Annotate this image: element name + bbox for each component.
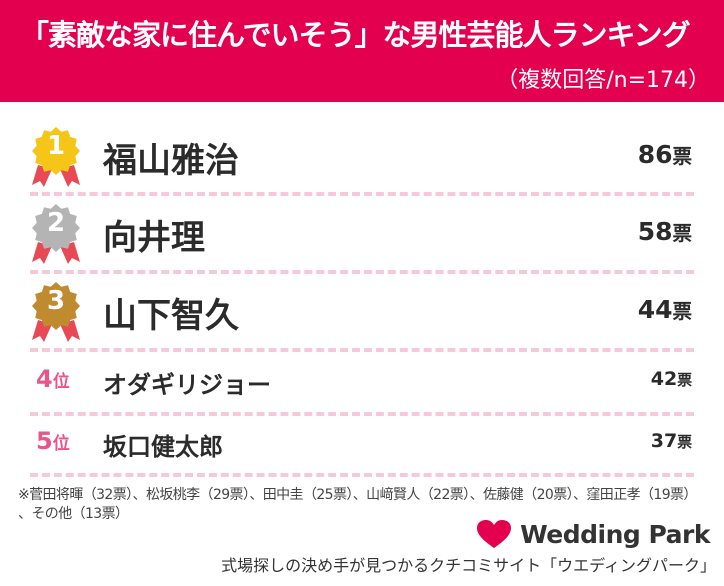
vote-count: 58票 [638,217,692,246]
footnote-line-2: 、その他（13票） [18,506,129,522]
vote-unit: 票 [677,372,692,389]
celebrity-name: 福山雅治 [103,141,239,181]
vote-count: 86票 [638,140,692,169]
page-title: 「素敵な家に住んでいそう」な男性芸能人ランキング [20,18,691,52]
vote-value: 58 [637,217,673,246]
rank-label: 4位 [36,365,70,393]
vote-value: 44 [637,295,673,324]
celebrity-name: オダギリジョー [103,371,271,399]
tagline: 式場探しの決め手が見つかるクチコミサイト「ウエディングパーク」 [221,556,716,575]
medal-rank-number: 2 [46,208,66,238]
vote-count: 44票 [638,295,692,324]
rank-number: 5 [36,427,53,455]
header: 「素敵な家に住んでいそう」な男性芸能人ランキング （複数回答/n=174） [0,0,724,102]
rank-number: 4 [36,365,53,393]
vote-value: 42 [650,368,678,390]
rank-label: 5位 [36,427,70,455]
row-divider [30,270,694,274]
logo-text: Wedding Park [520,519,710,549]
medal-icon-rank-3: 3 [28,282,84,344]
vote-unit: 票 [677,434,692,451]
vote-count: 37票 [651,430,692,452]
heart-icon [477,520,512,548]
medal-rank-number: 1 [46,131,66,161]
wedding-park-logo: Wedding Park [476,519,710,549]
vote-value: 37 [650,430,678,452]
row-divider [30,192,694,196]
medal-icon-rank-2: 2 [28,204,84,266]
vote-unit: 票 [672,222,692,245]
page-subtitle: （複数回答/n=174） [496,68,710,93]
row-divider [30,412,694,416]
medal-icon-rank-1: 1 [28,127,84,189]
row-divider [30,348,694,352]
vote-unit: 票 [672,145,692,168]
celebrity-name: 向井理 [103,218,205,258]
rank-suffix: 位 [52,372,70,392]
footnote-line-1: ※菅田将暉（32票）、松坂桃李（29票）、田中圭（25票）、山﨑賢人（22票）、… [18,487,697,503]
vote-unit: 票 [672,300,692,323]
rank-suffix: 位 [52,434,70,454]
celebrity-name: 坂口健太郎 [103,433,223,461]
medal-rank-number: 3 [46,286,66,316]
row-divider [30,473,694,477]
vote-value: 86 [637,140,673,169]
vote-count: 42票 [651,368,692,390]
celebrity-name: 山下智久 [103,296,239,336]
